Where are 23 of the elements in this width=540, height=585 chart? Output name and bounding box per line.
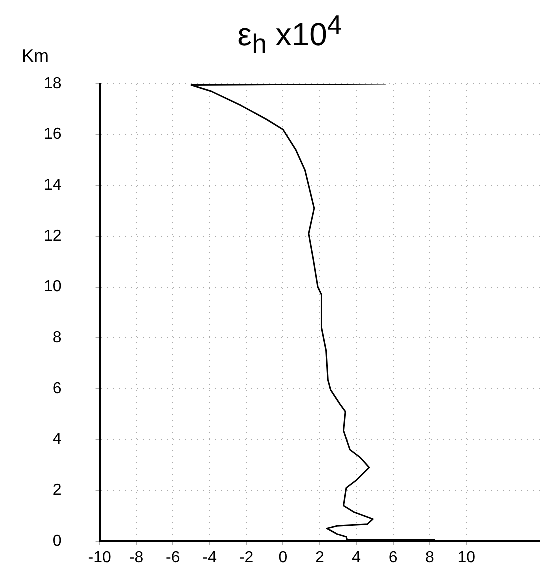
y-tick-label: 4 [52,431,62,448]
y-tick-label: 14 [44,177,62,194]
x-tick-label: 6 [388,549,398,566]
x-tick-label: 2 [315,549,324,566]
y-tick-label: 2 [52,482,62,499]
y-tick-label: 12 [44,228,62,245]
y-tick-label: 6 [52,380,62,398]
x-tick-label: 4 [352,549,362,566]
y-tick-label: 18 [44,75,62,92]
x-tick-label: 8 [425,549,434,566]
x-tick-label: 0 [278,549,288,566]
x-tick-label: -10 [88,549,112,566]
chart-title: ε$_{h}$ x10$^{4}$ [236,10,344,60]
y-axis-title: Km [22,46,49,67]
x-tick-label: -4 [202,549,218,566]
x-tick-label: -2 [239,549,254,566]
y-tick-label: 16 [44,126,62,144]
x-tick-label: -6 [166,549,180,566]
x-tick-label: 10 [458,549,476,566]
x-tick-label: -8 [129,549,144,566]
y-tick-label: 10 [44,278,62,296]
y-tick-label: 0 [52,532,62,550]
y-tick-label: 8 [52,330,62,347]
